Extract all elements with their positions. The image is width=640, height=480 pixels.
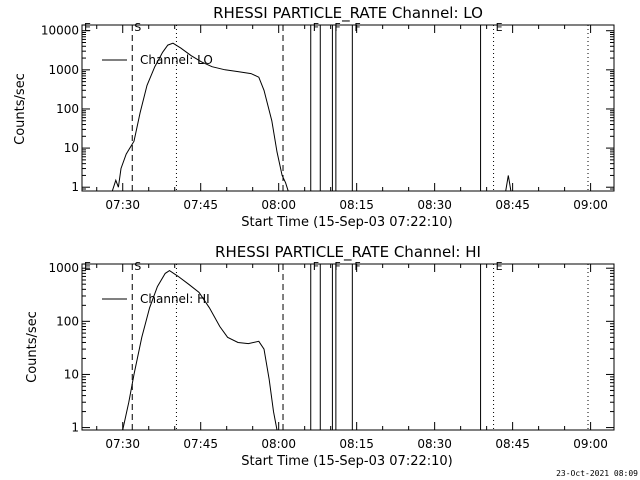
panel-lo-ytick-label: 10: [64, 141, 79, 155]
panel-hi-xtick-label: 08:45: [495, 437, 530, 451]
panel-hi-event-marker-label: E: [84, 260, 91, 273]
panel-lo-event-marker-label: S: [134, 21, 141, 34]
panel-lo-xlabel: Start Time (15-Sep-03 07:22:10): [241, 215, 452, 230]
panel-lo-event-marker-label: F: [354, 21, 360, 34]
footer-timestamp: 23-Oct-2021 08:09: [556, 469, 638, 478]
panel-hi-ylabel: Counts/sec: [25, 311, 40, 383]
panel-hi: RHESSI PARTICLE_RATE Channel: HI Counts/…: [25, 243, 615, 469]
panel-lo-xtick-label: 08:45: [495, 198, 530, 212]
panel-lo-xtick-label: 07:30: [105, 198, 140, 212]
panel-lo-ytick-label: 100: [56, 102, 79, 116]
panel-hi-xlabel: Start Time (15-Sep-03 07:22:10): [241, 454, 452, 469]
panel-lo-ytick-label: 10000: [41, 24, 79, 38]
panel-lo-series-line: [111, 42, 289, 192]
panel-hi-title: RHESSI PARTICLE_RATE Channel: HI: [215, 243, 481, 262]
panel-lo-event-marker-label: F: [313, 21, 319, 34]
panel-lo-ylabel: Counts/sec: [13, 73, 28, 145]
panel-hi-xtick-label: 07:30: [105, 437, 140, 451]
panel-lo-plot-area: 1 10 100 1000 10000 07:30 07:45 08:00 08:15 08:30…: [41, 21, 615, 212]
panel-hi-event-marker-label: S: [134, 260, 141, 273]
panel-hi-event-marker-label: F: [354, 260, 360, 273]
panel-hi-xtick-label: 08:00: [261, 437, 296, 451]
panel-lo-xtick-label: 09:00: [573, 198, 608, 212]
panel-hi-event-marker-label: F: [313, 260, 319, 273]
panel-hi-ytick-label: 1: [71, 421, 79, 435]
panel-lo-xtick-label: 08:00: [261, 198, 296, 212]
panel-lo-event-marker-label: E: [496, 21, 503, 34]
panel-hi-xtick-label: 09:00: [573, 437, 608, 451]
panel-hi-ytick-label: 1000: [48, 261, 79, 275]
panel-lo: RHESSI PARTICLE_RATE Channel: LO Counts/…: [13, 4, 615, 230]
panel-lo-ytick-label: 1000: [48, 63, 79, 77]
panel-lo-series-line-1: [505, 175, 512, 192]
panel-hi-ytick-label: 100: [56, 314, 79, 328]
panel-lo-title: RHESSI PARTICLE_RATE Channel: LO: [213, 4, 483, 23]
panel-hi-plot-area: 1 10 100 1000 07:30 07:45 08:00 08:15 08:30 08:45…: [48, 260, 615, 451]
panel-lo-xtick-label: 08:15: [339, 198, 374, 212]
panel-hi-series-line: [122, 270, 278, 431]
panel-lo-xtick-label: 07:45: [183, 198, 218, 212]
panel-lo-axes-frame: [81, 24, 615, 192]
panel-hi-legend-label: Channel: HI: [140, 292, 210, 306]
panel-hi-event-marker-label: E: [496, 260, 503, 273]
panel-hi-ytick-label: 10: [64, 367, 79, 381]
panel-hi-xtick-label: 08:15: [339, 437, 374, 451]
panel-lo-ytick-label: 1: [71, 180, 79, 194]
panel-lo-xtick-label: 08:30: [417, 198, 452, 212]
panel-lo-legend-label: Channel: LO: [140, 53, 213, 67]
panel-hi-xtick-label: 07:45: [183, 437, 218, 451]
panel-hi-event-marker-label: F: [334, 260, 340, 273]
panel-lo-event-marker-label: F: [334, 21, 340, 34]
panel-hi-axes-frame: [81, 263, 615, 431]
panel-lo-event-marker-label: E: [84, 21, 91, 34]
panel-hi-xtick-label: 08:30: [417, 437, 452, 451]
